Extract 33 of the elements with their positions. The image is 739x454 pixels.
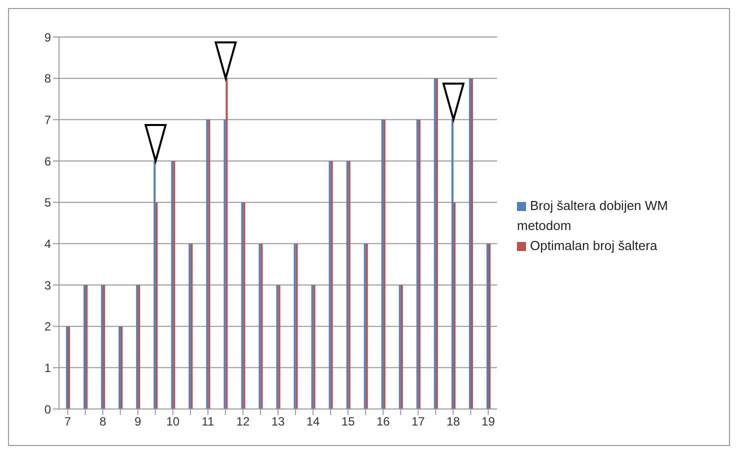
bar [226,78,228,409]
bar [451,120,454,409]
x-tick-label: 8 [99,414,106,429]
y-tick-label: 6 [44,154,52,168]
y-tick-label: 4 [44,236,52,251]
legend-label: Broj šaltera dobijen WM metodom [517,198,668,233]
x-tick-label: 15 [341,414,356,429]
y-tick-label: 8 [44,72,52,86]
y-tick-label: 0 [44,402,52,416]
x-tick-label: 11 [202,414,214,429]
legend-label: Optimalan broj šaltera [530,238,658,253]
bar [224,120,226,409]
y-tick-label: 9 [44,30,52,44]
x-tick-label: 17 [411,414,426,429]
bar [486,244,488,409]
y-tick-label: 3 [44,278,52,292]
y-tick-label: 7 [44,112,52,127]
x-tick-label: 16 [376,414,390,429]
x-tick-label: 7 [64,414,72,429]
y-tick-label: 5 [44,196,52,210]
x-tick-label: 9 [134,414,142,429]
bar [154,161,156,409]
x-tick-label: 10 [166,414,180,429]
x-tick-label: 19 [482,414,496,429]
y-tick-label: 2 [44,320,52,334]
bar [453,202,456,409]
x-tick-label: 12 [236,414,250,429]
y-tick-label: 1 [44,360,52,375]
bar [68,326,70,409]
x-tick-label: 14 [306,414,320,429]
x-tick-label: 13 [271,414,285,429]
x-tick-label: 18 [446,414,460,429]
bar [156,202,158,409]
